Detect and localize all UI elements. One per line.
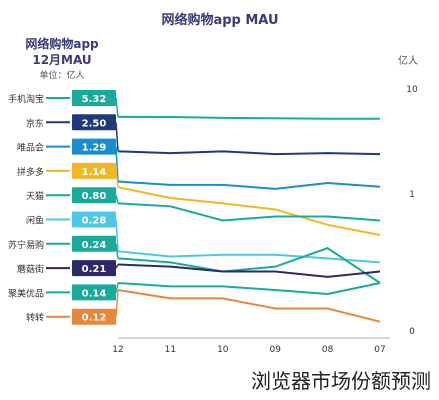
- value-badge-label: 0.21: [82, 264, 107, 275]
- value-badge-label: 0.12: [82, 313, 107, 324]
- value-badge: [72, 187, 116, 204]
- x-tick-label: 09: [269, 345, 281, 355]
- value-badge: [72, 308, 116, 325]
- series-link: [115, 146, 119, 182]
- value-badge: [72, 260, 116, 277]
- series-name-label: 蘑菇街: [17, 263, 44, 275]
- series-name-label: 苏宁易购: [8, 239, 44, 251]
- series-name-label: 转转: [26, 312, 44, 324]
- series-line: [117, 186, 381, 237]
- series-line: [117, 250, 381, 264]
- x-tick-label: 07: [374, 345, 385, 355]
- series-name-label: 京东: [26, 117, 44, 129]
- series-line: [117, 202, 381, 222]
- series-line: [117, 180, 381, 190]
- unit-note: 单位：亿人: [39, 69, 84, 81]
- value-badge: [72, 235, 116, 252]
- value-badge-label: 2.50: [82, 118, 107, 129]
- value-badge: [72, 211, 116, 228]
- x-tick-label: 10: [217, 345, 229, 355]
- value-badge-label: 0.24: [82, 240, 107, 251]
- value-badge-label: 1.14: [82, 167, 107, 178]
- value-badge: [72, 138, 116, 155]
- series-line: [117, 263, 381, 278]
- series-name-label: 天猫: [26, 190, 44, 202]
- series-line: [117, 247, 381, 284]
- value-badge: [72, 284, 116, 301]
- series-name-label: 手机淘宝: [8, 93, 44, 105]
- chart-title: 网络购物app MAU: [161, 12, 278, 28]
- y-tick-label: 0: [409, 327, 415, 337]
- series-name-label: 拼多多: [17, 166, 44, 178]
- series-link: [115, 282, 119, 293]
- series-link: [115, 97, 119, 117]
- series-line: [117, 150, 381, 156]
- series-link: [115, 122, 119, 152]
- series-link: [115, 264, 119, 269]
- series-link: [115, 243, 119, 259]
- value-badge: [72, 162, 116, 179]
- series-link: [115, 219, 119, 252]
- series-link: [115, 170, 119, 188]
- value-badge-label: 0.14: [82, 288, 107, 299]
- x-tick-label: 12: [112, 345, 123, 355]
- series-link: [115, 195, 119, 204]
- series-name-label: 闲鱼: [26, 215, 44, 227]
- side-title-line1: 网络购物app: [25, 36, 99, 51]
- side-title-line2: 12月MAU: [32, 53, 91, 67]
- value-badge-label: 1.29: [82, 143, 107, 154]
- value-badge: [72, 90, 116, 106]
- value-badge: [72, 114, 116, 131]
- y-tick-label: 10: [406, 85, 418, 95]
- y-tick-label: 1: [409, 190, 415, 200]
- value-badge-label: 0.28: [82, 216, 107, 227]
- series-line: [117, 115, 380, 120]
- x-tick-label: 11: [165, 345, 176, 355]
- value-badge-label: 0.80: [82, 191, 107, 202]
- value-badge-label: 5.32: [82, 94, 107, 105]
- series-line: [117, 281, 381, 295]
- series-name-label: 聚美优品: [8, 287, 44, 299]
- series-name-label: 唯品会: [17, 142, 44, 154]
- y-axis-unit: 亿人: [398, 54, 418, 67]
- series-link: [115, 289, 119, 317]
- x-tick-label: 08: [322, 345, 334, 355]
- series-line: [117, 289, 381, 323]
- caption-text: 浏览器市场份额预测: [251, 369, 431, 393]
